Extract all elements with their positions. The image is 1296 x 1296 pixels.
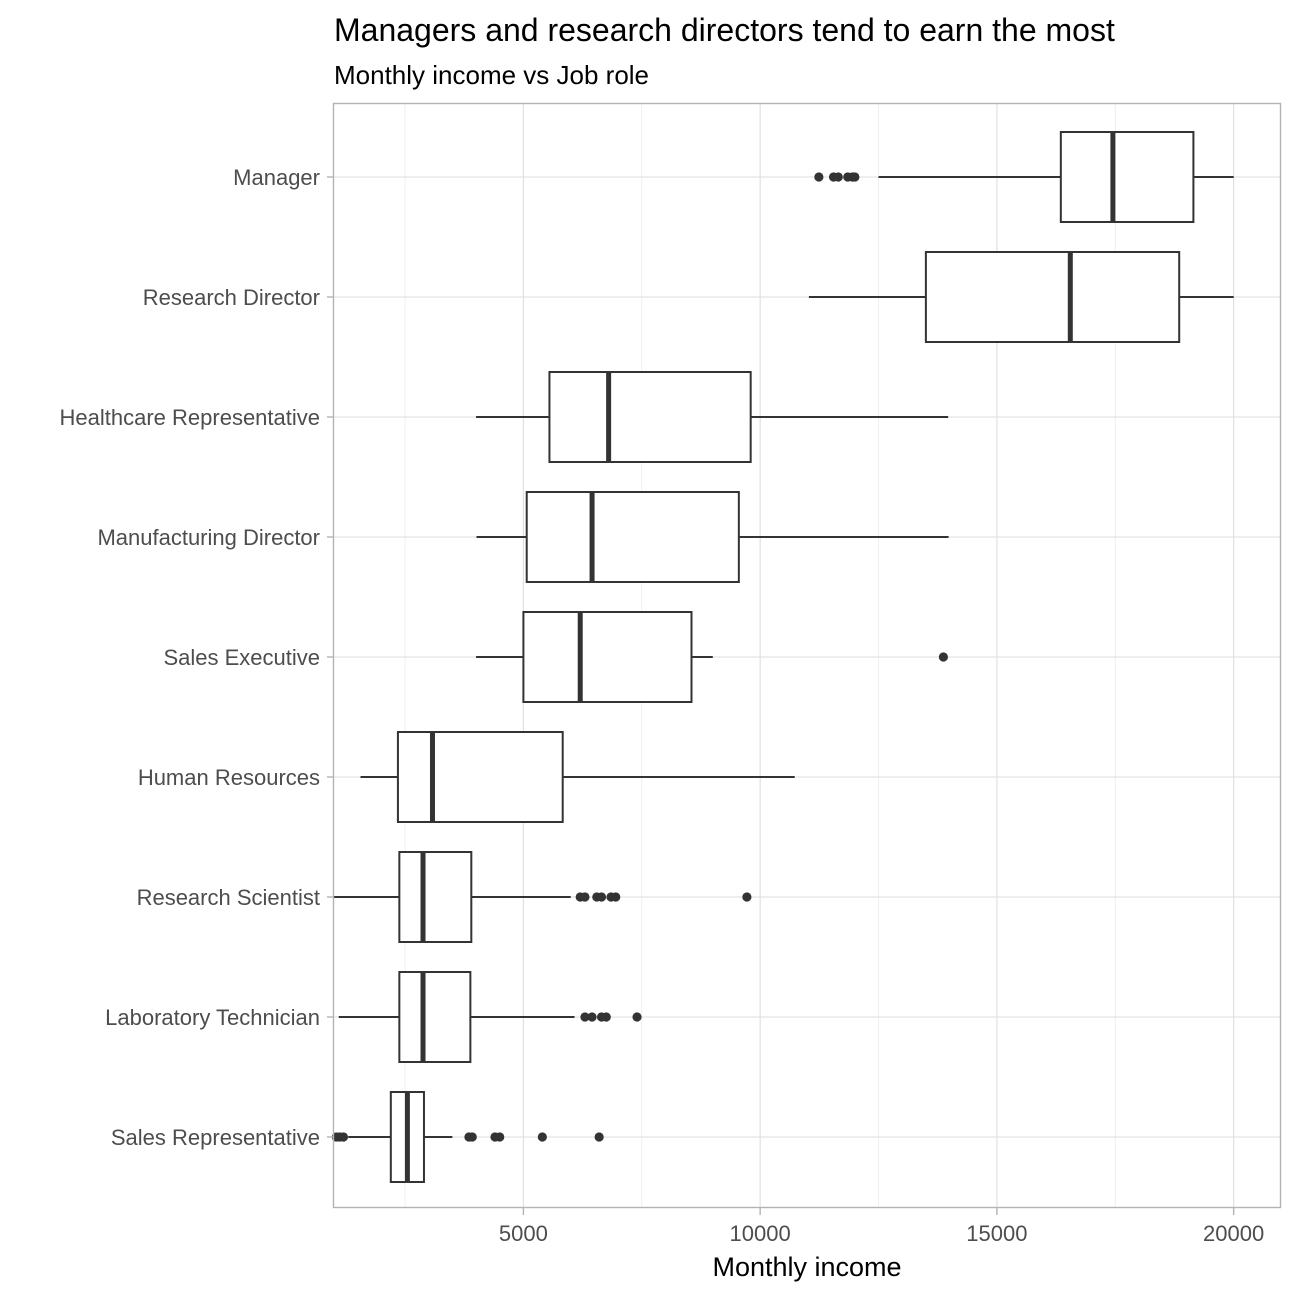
x-axis-title: Monthly income [712, 1252, 901, 1282]
outlier-point [601, 1012, 611, 1022]
y-tick-label: Healthcare Representative [60, 405, 320, 430]
box-group [476, 371, 949, 463]
iqr-box [1059, 131, 1195, 223]
y-tick-label: Research Director [143, 285, 320, 310]
iqr-box [525, 491, 740, 583]
plot-panel-border [332, 102, 1282, 1209]
outlier-point [495, 1132, 505, 1142]
y-tick-label: Research Scientist [137, 885, 320, 910]
outlier-point [338, 1132, 349, 1142]
box-group [476, 491, 949, 583]
axes: Manager Research Director Healthcare Repre… [60, 165, 1265, 1246]
box-group [360, 731, 795, 823]
chart-title: Managers and research directors tend to … [334, 12, 1115, 48]
outlier-point [580, 892, 590, 902]
outlier-point [938, 652, 948, 662]
y-tick-label: Sales Representative [111, 1125, 320, 1150]
x-tick-label: 10000 [730, 1221, 791, 1246]
iqr-box [522, 611, 693, 703]
outlier-point [833, 172, 843, 182]
outlier-point [632, 1012, 642, 1022]
box-series [331, 131, 1234, 1183]
outlier-point [580, 1012, 590, 1022]
y-tick-label: Human Resources [138, 765, 320, 790]
box-group [476, 611, 948, 703]
outlier-point [742, 892, 752, 902]
y-tick-label: Sales Executive [163, 645, 320, 670]
chart-subtitle: Monthly income vs Job role [334, 60, 649, 90]
iqr-box [548, 371, 752, 463]
iqr-box [398, 851, 473, 943]
iqr-box [396, 731, 564, 823]
outlier-point [850, 172, 860, 182]
y-tick-label: Laboratory Technician [105, 1005, 320, 1030]
y-tick-label: Manufacturing Director [97, 525, 320, 550]
y-tick-label: Manager [233, 165, 320, 190]
outlier-point [594, 1132, 604, 1142]
x-tick-label: 20000 [1203, 1221, 1264, 1246]
outlier-point [537, 1132, 547, 1142]
box-group [808, 251, 1234, 343]
outlier-point [596, 892, 607, 902]
box-group [814, 131, 1234, 223]
outlier-point [467, 1132, 477, 1142]
outlier-point [814, 172, 824, 182]
outlier-point [611, 892, 621, 902]
iqr-box [398, 971, 472, 1063]
box-group [331, 1091, 604, 1183]
x-tick-label: 5000 [499, 1221, 548, 1246]
box-group [334, 851, 752, 943]
outlier-point [587, 1012, 597, 1022]
box-group [338, 971, 642, 1063]
x-tick-label: 15000 [966, 1221, 1027, 1246]
iqr-box [924, 251, 1181, 343]
